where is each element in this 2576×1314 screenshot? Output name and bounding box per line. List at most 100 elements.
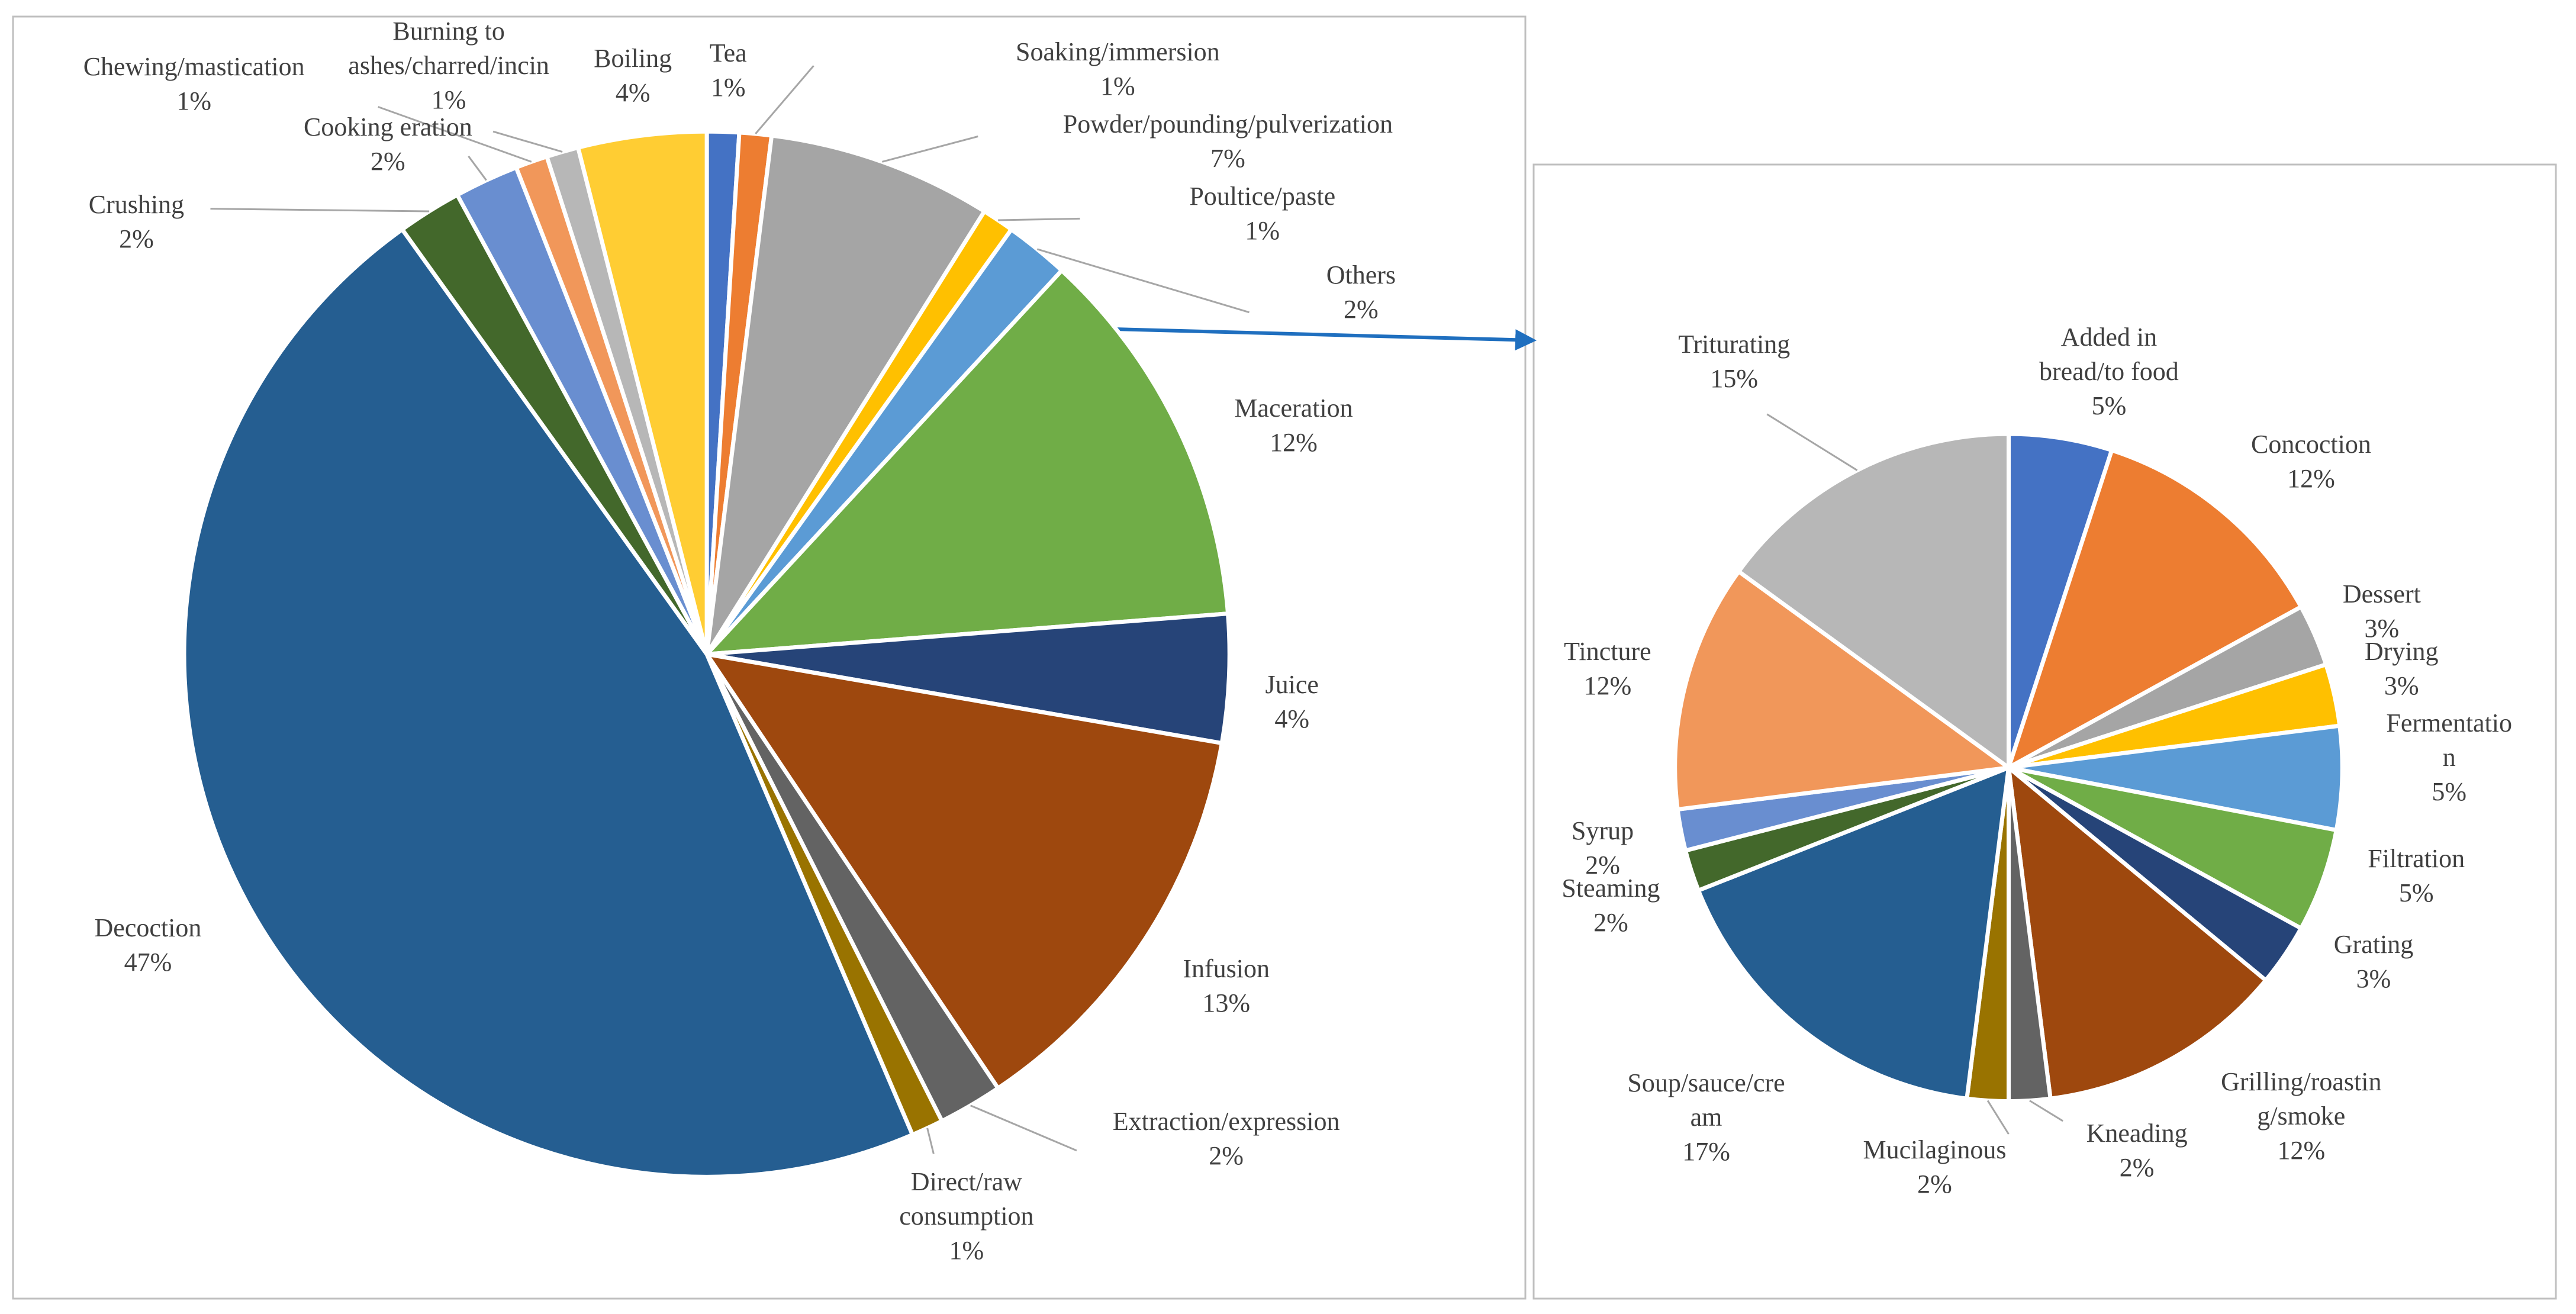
category-name: Soup/sauce/cream [1627, 1068, 1785, 1132]
data-label: Extraction/expression 2% [1113, 1104, 1340, 1173]
leader-line [1986, 1100, 2010, 1135]
data-label: Poultice/paste 1% [1189, 179, 1335, 248]
data-label: Direct/raw consumption 1% [868, 1165, 1065, 1268]
leader-line [2029, 1100, 2063, 1122]
data-label: Kneading 2% [2086, 1116, 2188, 1185]
category-name: Powder/pounding/pulverization [1062, 109, 1393, 139]
data-label: Concoction 12% [2251, 427, 2371, 496]
main-frame [12, 15, 1527, 1300]
data-label: Dessert 3% [2343, 577, 2421, 646]
category-name: Grating [2333, 929, 2414, 959]
value-label: 7% [1210, 143, 1245, 173]
pie-slice [182, 226, 916, 1179]
data-label: Grating 3% [2334, 927, 2413, 996]
pie-slice [701, 268, 1231, 657]
data-label: Fermentation 5% [2386, 706, 2513, 809]
value-label: 12% [2287, 464, 2335, 494]
leader-line [492, 130, 563, 153]
data-label: Chewing/mastication 1% [83, 50, 305, 118]
category-name: Grilling/roasting/smoke [2221, 1067, 2382, 1131]
value-label: 1% [431, 85, 466, 115]
value-label: 2% [371, 147, 405, 176]
value-label: 2% [1917, 1169, 1952, 1199]
category-name: Drying [2364, 637, 2439, 666]
value-label: 1% [949, 1235, 984, 1265]
value-label: 47% [124, 947, 172, 977]
data-label: Maceration 12% [1234, 391, 1353, 460]
category-name: Syrup [1572, 816, 1634, 845]
pie-slice [575, 129, 709, 655]
leader-line [468, 155, 487, 181]
category-name: Tincture [1564, 637, 1651, 666]
leader-line [1036, 248, 1250, 314]
category-name: Soaking/immersion [1016, 37, 1220, 66]
pie-slice [1735, 431, 2011, 772]
category-name: Steaming [1561, 874, 1660, 903]
category-name: Mucilaginous [1863, 1135, 2007, 1164]
category-name: Chewing/mastication [83, 51, 305, 81]
data-label: Tea 1% [710, 36, 747, 105]
data-label: Infusion 13% [1183, 952, 1270, 1020]
data-label: Juice 4% [1266, 668, 1319, 736]
data-label: Burning to ashes/charred/incin 1% [309, 14, 588, 117]
data-label: Drying 3% [2365, 635, 2439, 703]
category-name: Kneading [2086, 1118, 2188, 1148]
category-name: Decoction [94, 913, 202, 942]
value-label: 2% [1593, 908, 1628, 938]
leader-line [378, 106, 532, 163]
value-label: 12% [1270, 428, 1318, 458]
value-label: 3% [2364, 614, 2400, 643]
data-label: Soup/sauce/cream 17% [1624, 1066, 1789, 1169]
data-label: Others 2% [1326, 258, 1396, 327]
value-label: 12% [1583, 671, 1632, 701]
data-label: Crushing 2% [89, 188, 184, 256]
category-name: Maceration [1234, 394, 1353, 423]
data-label: Decoction 47% [95, 911, 202, 980]
data-label: Mucilaginous 2% [1863, 1133, 2007, 1202]
value-label: 3% [2384, 671, 2419, 701]
data-label: Grilling/roasting/smoke 12% [2219, 1065, 2384, 1168]
detail-frame [1532, 163, 2557, 1300]
category-name: Tea [709, 38, 747, 68]
value-label: 4% [1274, 704, 1310, 733]
value-label: 2% [1344, 295, 1379, 324]
data-label: Triturating 15% [1678, 327, 1790, 396]
value-label: 1% [176, 86, 211, 115]
leader-line [926, 1128, 935, 1154]
data-label: Powder/pounding/pulverization 7% [1063, 107, 1393, 176]
category-name: Poultice/paste [1189, 182, 1336, 211]
category-name: Filtration [2368, 844, 2465, 874]
value-label: 5% [2398, 878, 2434, 908]
value-label: 17% [1682, 1137, 1730, 1167]
category-name: Extraction/expression [1112, 1107, 1340, 1136]
data-label: Syrup 2% [1572, 814, 1634, 883]
leader-line [970, 1104, 1077, 1152]
category-name: Juice [1265, 669, 1319, 699]
category-name: Crushing [88, 189, 185, 219]
data-label: Tincture 12% [1564, 635, 1651, 703]
pie-slice [2005, 762, 2269, 1102]
value-label: 12% [2277, 1135, 2326, 1165]
category-name: Cooking eration [303, 112, 472, 142]
leader-line [882, 136, 978, 163]
data-label: Filtration 5% [2368, 842, 2465, 910]
category-name: Dessert [2342, 579, 2421, 609]
pie-slice [702, 651, 1225, 1091]
data-label: Steaming 2% [1561, 871, 1660, 940]
value-label: 1% [1100, 71, 1135, 101]
category-name: Added in bread/to food [2039, 322, 2179, 386]
category-name: Burning to ashes/charred/incin [348, 17, 549, 80]
value-label: 1% [710, 73, 746, 102]
category-name: Triturating [1678, 329, 1791, 359]
pie-slice [1673, 568, 2014, 812]
leader-line [998, 217, 1080, 221]
value-label: 15% [1710, 363, 1759, 393]
category-name: Boiling [594, 43, 672, 73]
value-label: 13% [1202, 988, 1250, 1018]
value-label: 1% [1245, 216, 1280, 245]
data-label: Boiling 4% [594, 41, 672, 110]
data-label: Added in bread/to food 5% [2027, 320, 2191, 423]
value-label: 5% [2432, 777, 2467, 807]
